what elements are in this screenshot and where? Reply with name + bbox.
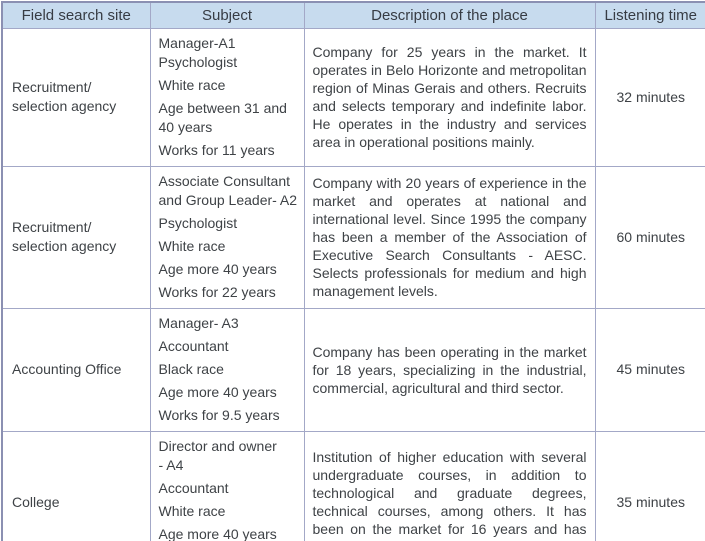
subject-paragraph: Age more 40 years: [158, 383, 277, 400]
subject-paragraph: Director and owner - A4: [158, 437, 277, 473]
cell-field-search-site: Accounting Office: [1, 307, 151, 432]
cell-subject: Associate Consultant and Group Leader- A…: [149, 165, 305, 309]
subject-paragraph: White race: [158, 502, 226, 519]
col-header-field-search-site: Field search site: [1, 1, 151, 29]
cell-field-search-site: College: [1, 430, 151, 541]
description-text: Company for 25 years in the market. It o…: [312, 44, 587, 150]
subject-paragraph: Works for 22 years: [158, 283, 276, 300]
table-row: Accounting Office Manager- A3 Accountant…: [1, 307, 705, 432]
table-row: College Director and owner - A4 Accounta…: [1, 430, 705, 541]
cell-field-search-site: Recruitment/ selection agency: [1, 27, 151, 167]
subject-paragraph: Works for 11 years: [158, 141, 275, 158]
subject-paragraph: White race: [158, 237, 226, 254]
cell-subject: Manager- A3 Accountant Black race Age mo…: [149, 307, 305, 432]
description-text: Company has been operating in the market…: [312, 343, 587, 396]
col-header-subject: Subject: [149, 1, 305, 29]
cell-description: Company with 20 years of experience in t…: [303, 165, 596, 309]
subject-paragraph: Age more 40 years: [158, 525, 277, 541]
subject-paragraph: Age more 40 years: [158, 260, 277, 277]
cell-listening-time: 32 minutes: [594, 27, 705, 167]
subject-paragraph: Accountant: [158, 337, 229, 354]
col-header-listening-time: Listening time: [594, 1, 705, 29]
subject-paragraph: Psychologist: [158, 214, 238, 231]
cell-description: Institution of higher education with sev…: [303, 430, 596, 541]
col-header-description: Description of the place: [303, 1, 596, 29]
cell-listening-time: 45 minutes: [594, 307, 705, 432]
subject-paragraph: Associate Consultant and Group Leader- A…: [158, 172, 298, 208]
table-row: Recruitment/ selection agency Associate …: [1, 165, 705, 309]
cell-listening-time: 35 minutes: [594, 430, 705, 541]
header-row: Field search site Subject Description of…: [1, 1, 705, 29]
cell-subject: Director and owner - A4 Accountant White…: [149, 430, 305, 541]
subject-paragraph: Accountant: [158, 479, 229, 496]
description-text: Company with 20 years of experience in t…: [312, 175, 587, 299]
table-row: Recruitment/ selection agency Manager-A1…: [1, 27, 705, 167]
cell-description: Company for 25 years in the market. It o…: [303, 27, 596, 167]
cell-description: Company has been operating in the market…: [303, 307, 596, 432]
subject-paragraph: Age between 31 and 40 years: [158, 99, 287, 135]
cell-field-search-site: Recruitment/ selection agency: [1, 165, 151, 309]
subject-paragraph: Black race: [158, 360, 224, 377]
description-text: Institution of higher education with sev…: [312, 449, 587, 541]
cell-listening-time: 60 minutes: [594, 165, 705, 309]
subject-paragraph: Manager-A1 Psychologist: [158, 34, 238, 70]
subject-paragraph: White race: [158, 76, 226, 93]
subject-paragraph: Manager- A3: [158, 314, 239, 331]
subject-paragraph: Works for 9.5 years: [158, 406, 280, 423]
cell-subject: Manager-A1 Psychologist White race Age b…: [149, 27, 305, 167]
